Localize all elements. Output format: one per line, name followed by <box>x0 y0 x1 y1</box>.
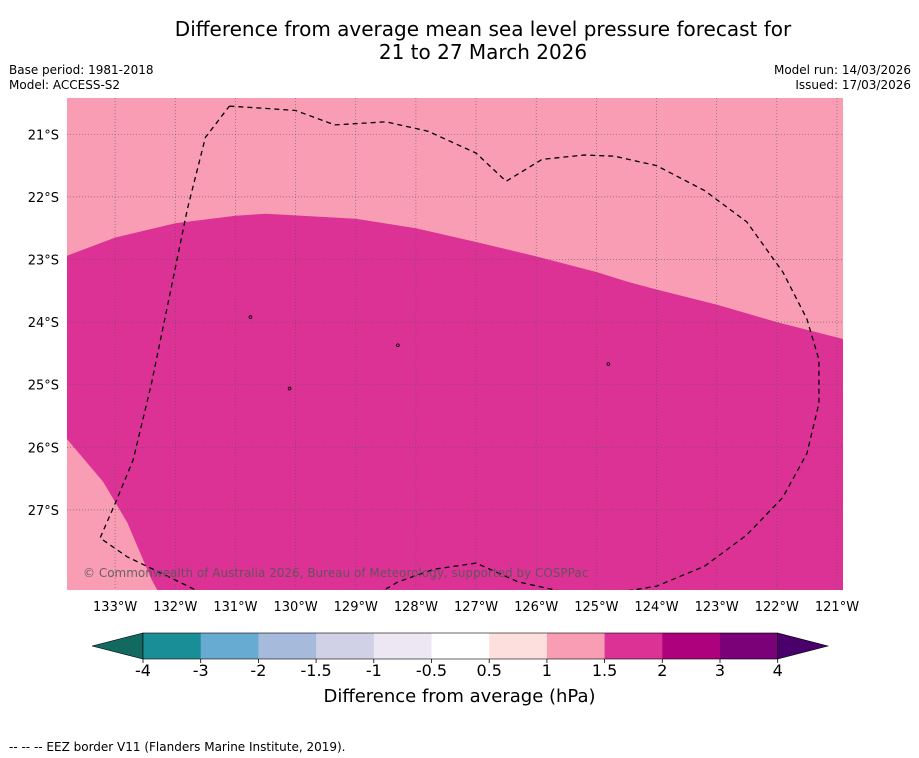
base-period: Base period: 1981-2018 <box>9 63 154 77</box>
latitude-tick-label: 27°S <box>28 504 59 519</box>
colorbar-swatch <box>720 633 779 659</box>
colorbar-tick-label: 1 <box>542 661 552 680</box>
latitude-tick-label: 23°S <box>28 253 59 268</box>
colorbar-swatch <box>200 633 259 659</box>
colorbar-swatch <box>662 633 721 659</box>
longitude-labels: 133°W 132°W 131°W 130°W 129°W 128°W 127°W 126°W… <box>93 600 859 615</box>
colorbar-swatch <box>316 633 375 659</box>
longitude-tick-label: 128°W <box>394 600 438 615</box>
colorbar-tick-label: -2 <box>250 661 266 680</box>
island-marker <box>606 362 611 366</box>
map-title: Difference from average mean sea level p… <box>0 18 919 64</box>
latitude-tick-label: 22°S <box>28 191 59 206</box>
colorbar-tick-label: -1 <box>366 661 382 680</box>
eez-legend: -- -- -- EEZ border V11 (Flanders Marine… <box>9 740 346 754</box>
colorbar-swatch <box>489 633 548 659</box>
colorbar-extend-high <box>777 632 830 660</box>
longitude-tick-label: 122°W <box>755 600 799 615</box>
latitude-tick-label: 25°S <box>28 379 59 394</box>
longitude-tick-label: 127°W <box>454 600 498 615</box>
map-area: © Commonwealth of Australia 2026, Bureau… <box>67 98 843 590</box>
island-marker <box>287 386 292 391</box>
island-marker <box>248 315 253 319</box>
longitude-tick-label: 130°W <box>274 600 318 615</box>
model-run: Model run: 14/03/2026 <box>773 63 911 77</box>
eez-border <box>99 105 820 590</box>
colorbar-tick-label: 0.5 <box>476 661 501 680</box>
title-line-2: 21 to 27 March 2026 <box>378 40 588 64</box>
longitude-tick-label: 124°W <box>634 600 678 615</box>
islands <box>248 315 611 391</box>
colorbar-swatch <box>431 633 490 659</box>
longitude-tick-label: 131°W <box>213 600 257 615</box>
colorbar-swatch <box>143 633 202 659</box>
colorbar-swatch <box>604 633 663 659</box>
longitude-tick-label: 132°W <box>153 600 197 615</box>
longitude-tick-label: 129°W <box>334 600 378 615</box>
colorbar-swatch <box>546 633 605 659</box>
issued-date: Issued: 17/03/2026 <box>795 78 911 92</box>
colorbar-tick-label: 1.5 <box>592 661 617 680</box>
longitude-tick-label: 133°W <box>93 600 137 615</box>
longitude-tick-label: 126°W <box>514 600 558 615</box>
colorbar-tick-label: 2 <box>657 661 667 680</box>
colorbar-tick-labels: -4 -3 -2 -1.5 -1 -0.5 0.5 1 1.5 2 3 4 <box>135 659 783 680</box>
meta-left: Base period: 1981-2018 Model: ACCESS-S2 <box>9 63 154 93</box>
title-line-1: Difference from average mean sea level p… <box>174 17 792 41</box>
longitude-tick-label: 125°W <box>574 600 618 615</box>
meta-right: Model run: 14/03/2026 Issued: 17/03/2026 <box>774 63 911 93</box>
anomaly-2-region <box>67 213 843 590</box>
latitude-labels: 21°S 22°S 23°S 24°S 25°S 26°S 27°S <box>28 128 59 519</box>
longitude-tick-label: 123°W <box>695 600 739 615</box>
graticule <box>67 98 843 590</box>
colorbar-tick-label: -0.5 <box>416 661 447 680</box>
colorbar-tick-label: -4 <box>135 661 151 680</box>
latitude-tick-label: 24°S <box>28 316 59 331</box>
model-name: Model: ACCESS-S2 <box>9 78 121 92</box>
colorbar-swatch <box>258 633 317 659</box>
colorbar <box>91 632 830 660</box>
copyright-text: © Commonwealth of Australia 2026, Bureau… <box>83 566 588 580</box>
colorbar-tick-label: 4 <box>773 661 783 680</box>
colorbar-tick-label: -1.5 <box>300 661 331 680</box>
latitude-tick-label: 21°S <box>28 128 59 143</box>
colorbar-tick-label: -3 <box>193 661 209 680</box>
colorbar-swatch <box>373 633 432 659</box>
latitude-tick-label: 26°S <box>28 441 59 456</box>
colorbar-label: Difference from average (hPa) <box>323 686 596 707</box>
colorbar-tick-label: 3 <box>715 661 725 680</box>
colorbar-outline <box>142 632 779 660</box>
island-marker <box>396 343 400 348</box>
colorbar-extend-low <box>91 632 144 660</box>
longitude-tick-label: 121°W <box>815 600 859 615</box>
